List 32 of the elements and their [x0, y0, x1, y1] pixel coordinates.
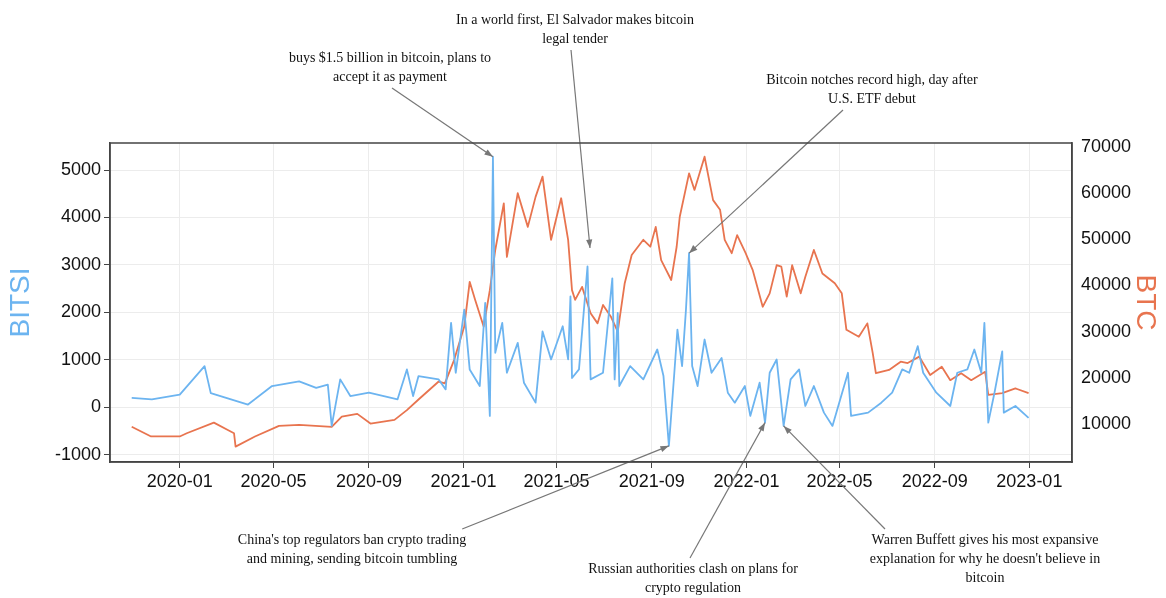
text: In a world first, El Salvador makes bitcoin legal tender: [456, 11, 694, 46]
x-tick-label: 2022-01: [713, 470, 780, 491]
annotation: Warren Buffett gives his most expansive explanation for why he doesn't believe in bitcoin: [869, 531, 1101, 585]
y-tick-label: 3000: [60, 253, 101, 274]
y-tick-label: 4000: [60, 206, 101, 227]
annotation: Bitcoin notches record high, day after U.S. ETF debut: [766, 71, 979, 106]
annotation: Russian authorities clash on plans for crypto regulation: [588, 560, 799, 595]
x-tick-label: 2021-01: [430, 470, 497, 491]
x-tick-label: 2021-05: [523, 470, 590, 491]
y-tick-label: -1000: [54, 443, 101, 464]
y-tick-label: 1000: [60, 348, 101, 369]
y2-tick-label: 70000: [1081, 135, 1132, 156]
x-tick-label: 2022-09: [901, 470, 968, 491]
annotation: buys $1.5 billion in bitcoin, plans to accept it as payment: [288, 49, 492, 84]
y2-tick-label: 50000: [1081, 228, 1132, 249]
y2-tick-label: 20000: [1081, 366, 1132, 387]
x-tick-label: 2020-01: [146, 470, 213, 491]
x-tick-label: 2023-01: [996, 470, 1063, 491]
x-tick-label: 2020-05: [240, 470, 307, 491]
y2-axis-title: BTC: [1131, 274, 1163, 331]
y-tick-label: 2000: [60, 301, 101, 322]
annotation: China's top regulators ban crypto trading and mining, sending bitcoin tumbling: [237, 531, 467, 566]
y2-tick-label: 60000: [1081, 182, 1132, 203]
y2-tick-label: 30000: [1081, 320, 1132, 341]
y-tick-label: 5000: [60, 159, 101, 180]
y-axis-title: BITSI: [3, 267, 35, 338]
x-tick-label: 2021-09: [618, 470, 685, 491]
x-tick-label: 2020-09: [335, 470, 402, 491]
y-tick-label: 0: [90, 396, 101, 417]
y2-tick-label: 10000: [1081, 412, 1132, 433]
y2-tick-label: 40000: [1081, 274, 1132, 295]
x-tick-label: 2022-05: [806, 470, 873, 491]
